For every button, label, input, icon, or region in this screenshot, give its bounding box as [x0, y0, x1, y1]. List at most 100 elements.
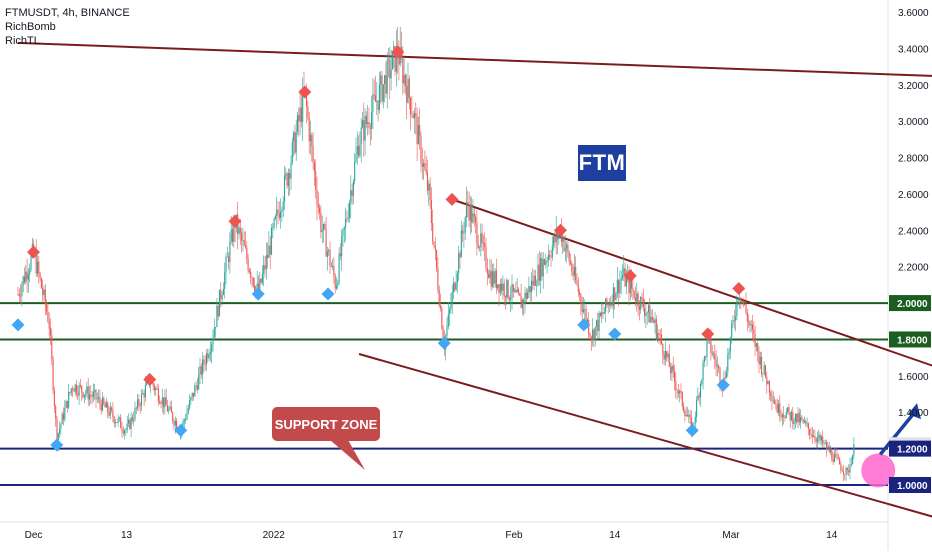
candle-body	[666, 351, 668, 358]
top-marker[interactable]	[623, 269, 637, 283]
candle-body	[771, 395, 773, 401]
candle-body	[92, 392, 94, 398]
candle-body	[703, 356, 705, 363]
candle-body	[731, 323, 733, 338]
indicator-richbomb[interactable]: RichBomb	[5, 21, 56, 33]
bottom-marker[interactable]	[174, 423, 188, 437]
candle-body	[351, 190, 353, 196]
candle-body	[88, 394, 91, 400]
top-marker[interactable]	[27, 245, 40, 259]
candle-body	[793, 421, 795, 424]
candle-body	[530, 280, 533, 293]
candle-body	[233, 220, 235, 242]
candle-body	[436, 250, 438, 269]
candle-body	[779, 403, 781, 417]
candle-body	[660, 334, 663, 345]
trendline[interactable]	[451, 198, 932, 408]
candle-body	[164, 397, 166, 408]
candle-body	[519, 293, 521, 296]
bottom-marker[interactable]	[716, 378, 730, 392]
candle-body	[241, 232, 243, 241]
candle-body	[495, 270, 497, 289]
candle-body	[775, 404, 777, 406]
candle-body	[764, 365, 767, 377]
candle-body	[507, 280, 509, 298]
candle-body	[597, 320, 599, 331]
bullish-arrow-head	[908, 403, 921, 420]
symbol-title[interactable]: FTMUSDT, 4h, BINANCE	[5, 7, 130, 19]
trendline[interactable]	[17, 41, 932, 87]
y-tick-label: 3.6000	[898, 8, 929, 19]
bottom-marker[interactable]	[437, 336, 451, 350]
candle-body	[680, 390, 682, 393]
top-marker[interactable]	[391, 45, 405, 59]
y-tick-label: 3.0000	[898, 117, 929, 128]
bottom-marker[interactable]	[608, 327, 622, 341]
candle-body	[732, 320, 734, 324]
candle-body	[251, 277, 253, 279]
top-marker[interactable]	[701, 327, 715, 341]
top-marker[interactable]	[554, 223, 567, 237]
candle-body	[738, 297, 741, 300]
candle-body	[187, 408, 189, 413]
candle-body	[159, 401, 161, 404]
candle-body	[569, 261, 572, 264]
top-marker[interactable]	[298, 85, 312, 99]
candle-body	[636, 293, 638, 302]
bottom-marker[interactable]	[251, 287, 265, 301]
candle-body	[260, 278, 262, 283]
candle-body	[538, 264, 540, 281]
candle-body	[130, 417, 132, 429]
candle-body	[398, 57, 400, 65]
candle-body	[255, 286, 257, 292]
indicator-richtl[interactable]: RichTL	[5, 35, 40, 47]
candle-body	[20, 295, 22, 297]
candle-body	[814, 435, 816, 440]
candle-body	[165, 397, 167, 406]
candle-body	[510, 297, 512, 300]
candle-body	[595, 320, 598, 328]
top-marker[interactable]	[445, 192, 459, 206]
candle-body	[750, 324, 752, 326]
bottom-marker[interactable]	[11, 318, 25, 332]
candle-body	[689, 414, 691, 418]
candle-body	[637, 293, 639, 306]
bottom-marker[interactable]	[685, 423, 699, 437]
top-marker[interactable]	[228, 214, 242, 228]
bottom-marker[interactable]	[321, 287, 335, 301]
candle-body	[693, 422, 695, 425]
candle-body	[73, 389, 75, 392]
candle-body	[355, 154, 357, 162]
candle-body	[274, 216, 276, 219]
candle-body	[393, 46, 395, 53]
candle-body	[835, 454, 837, 455]
candle-body	[289, 172, 291, 179]
candle-body	[265, 255, 267, 270]
candle-body	[829, 450, 832, 453]
candle-body	[529, 286, 531, 293]
candle-body	[749, 321, 751, 326]
candle-body	[452, 282, 455, 293]
candle-body	[534, 275, 536, 286]
top-marker[interactable]	[732, 282, 746, 296]
trendline[interactable]	[358, 353, 932, 534]
candle-body	[207, 353, 209, 359]
candle-body	[469, 204, 471, 221]
candle-body	[484, 242, 486, 247]
candle-body	[446, 326, 448, 336]
candle-body	[91, 395, 93, 398]
candle-body	[424, 163, 426, 170]
bottom-marker[interactable]	[577, 318, 591, 332]
candle-body	[133, 419, 135, 421]
candle-body	[615, 293, 617, 301]
candle-body	[555, 230, 557, 243]
candle-body	[345, 218, 347, 228]
bottom-marker[interactable]	[50, 438, 64, 452]
candle-body	[463, 232, 465, 234]
candle-body	[186, 412, 188, 420]
top-marker[interactable]	[143, 372, 157, 386]
candle-body	[673, 370, 676, 382]
candle-body	[844, 474, 846, 476]
